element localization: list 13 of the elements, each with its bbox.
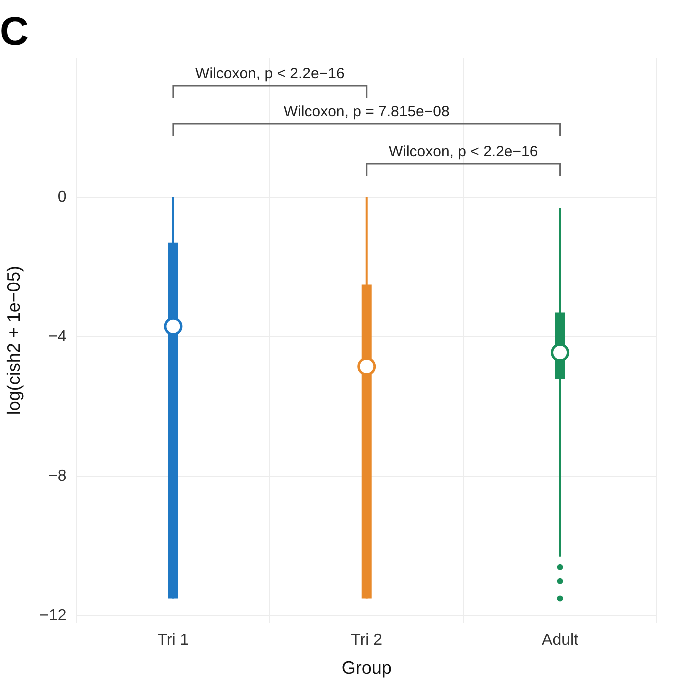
y-axis-title: log(cish2 + 1e−05) bbox=[4, 266, 24, 416]
annotation: Wilcoxon, p < 2.2e−16 bbox=[196, 66, 345, 83]
annotation: Wilcoxon, p < 2.2e−16 bbox=[388, 144, 538, 161]
x-axis-title: Group bbox=[342, 658, 392, 678]
y-tick-label: −8 bbox=[48, 468, 67, 486]
x-tick-label: Tri 1 bbox=[158, 632, 190, 650]
annotation: Wilcoxon, p = 7.815e−08 bbox=[284, 104, 450, 121]
x-tick-label: Adult bbox=[542, 632, 580, 650]
y-tick-label: 0 bbox=[58, 188, 67, 206]
y-tick-label: −4 bbox=[48, 328, 67, 346]
chart-title: C bbox=[0, 10, 29, 54]
x-tick-label: Tri 2 bbox=[351, 632, 383, 650]
y-tick-label: −12 bbox=[40, 608, 67, 625]
